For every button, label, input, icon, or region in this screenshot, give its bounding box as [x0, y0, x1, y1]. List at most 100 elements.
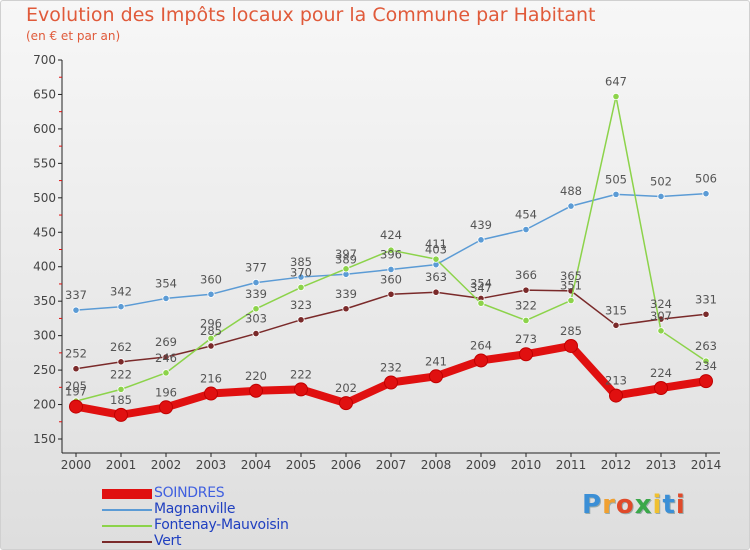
data-label: 220	[245, 369, 267, 383]
legend-swatch	[102, 525, 152, 527]
y-tick-label: 450	[33, 225, 56, 239]
data-label: 185	[110, 393, 132, 407]
data-point	[612, 321, 620, 329]
data-label: 285	[560, 324, 582, 338]
data-label: 269	[155, 335, 177, 349]
data-point	[432, 255, 440, 263]
data-point	[657, 327, 665, 335]
data-label: 324	[650, 297, 672, 311]
data-label: 197	[65, 385, 87, 399]
data-point	[477, 236, 485, 244]
data-label: 224	[650, 366, 672, 380]
data-point	[114, 407, 128, 422]
data-point	[387, 290, 395, 298]
data-point	[162, 294, 170, 303]
data-label: 396	[380, 247, 402, 261]
x-tick-label: 2006	[331, 458, 362, 472]
legend-label: SOINDRES	[154, 485, 225, 501]
data-label: 285	[200, 324, 222, 338]
legend: SOINDRES Magnanville Fontenay-Mauvoisin Ver…	[102, 485, 342, 550]
data-label: 354	[470, 276, 492, 290]
data-label: 389	[335, 252, 357, 266]
data-point	[252, 278, 260, 287]
x-tick-label: 2012	[601, 458, 632, 472]
legend-item: Fontenay-Mauvoisin	[102, 517, 342, 534]
data-label: 505	[605, 172, 627, 186]
data-point	[162, 353, 170, 361]
y-tick-label: 500	[33, 191, 56, 205]
data-point	[522, 316, 530, 325]
data-point	[609, 388, 623, 403]
data-label: 196	[155, 385, 177, 399]
data-label: 246	[155, 351, 177, 365]
data-label: 365	[560, 269, 582, 283]
legend-swatch	[102, 541, 152, 543]
legend-swatch	[102, 489, 152, 499]
x-tick-label: 2004	[241, 458, 272, 472]
data-point	[657, 192, 665, 201]
data-point	[699, 374, 713, 389]
data-point	[342, 305, 350, 313]
data-point	[159, 400, 173, 415]
data-label: 303	[245, 312, 267, 326]
data-point	[702, 357, 710, 365]
data-point	[72, 306, 80, 314]
data-label: 262	[110, 340, 132, 354]
data-point	[117, 303, 125, 311]
data-point	[249, 383, 263, 398]
x-tick-label: 2014	[691, 458, 722, 472]
data-label: 241	[425, 354, 447, 368]
x-tick-label: 2008	[421, 458, 452, 472]
data-point	[702, 310, 710, 318]
x-tick-label: 2010	[511, 458, 542, 472]
data-point	[474, 353, 488, 368]
data-label: 403	[425, 243, 447, 257]
legend-label: Magnanville	[154, 501, 236, 517]
chart-subtitle: (en € et par an)	[26, 29, 121, 43]
data-point	[117, 385, 125, 393]
data-label: 339	[335, 287, 357, 301]
data-point	[387, 246, 395, 254]
data-point	[342, 265, 350, 273]
data-label: 342	[110, 285, 132, 299]
data-label: 273	[515, 332, 537, 346]
x-tick-label: 2013	[646, 458, 677, 472]
data-label: 252	[65, 347, 87, 361]
data-label: 222	[290, 367, 312, 381]
data-point	[252, 305, 260, 313]
x-tick-label: 2009	[466, 458, 497, 472]
data-point	[69, 399, 83, 414]
data-label: 385	[290, 255, 312, 269]
data-label: 263	[695, 339, 717, 353]
data-point	[297, 273, 305, 281]
data-label: 337	[65, 288, 87, 302]
chart-title: Evolution des Impôts locaux pour la Comm…	[26, 4, 596, 26]
data-label: 213	[605, 374, 627, 388]
legend-item: Vert	[102, 533, 342, 550]
data-label: 232	[380, 360, 402, 374]
data-label: 323	[290, 298, 312, 312]
data-label: 351	[560, 278, 582, 292]
y-tick-label: 350	[33, 294, 56, 308]
data-point	[522, 286, 530, 294]
data-label: 439	[470, 218, 492, 232]
data-point	[72, 365, 80, 373]
data-point	[654, 381, 668, 396]
x-tick-label: 2000	[61, 458, 92, 472]
data-label: 360	[380, 272, 402, 286]
data-point	[522, 225, 530, 234]
y-tick-label: 300	[33, 329, 56, 343]
data-label: 222	[110, 367, 132, 381]
x-tick-label: 2007	[376, 458, 407, 472]
data-point	[384, 375, 398, 390]
y-tick-label: 400	[33, 260, 56, 274]
y-tick-label: 600	[33, 122, 56, 136]
legend-item: Magnanville	[102, 501, 342, 518]
data-point	[207, 342, 215, 350]
data-label: 360	[200, 272, 222, 286]
data-point	[252, 329, 260, 338]
data-point	[612, 190, 620, 198]
y-tick-label: 200	[33, 398, 56, 412]
data-point	[297, 316, 305, 324]
